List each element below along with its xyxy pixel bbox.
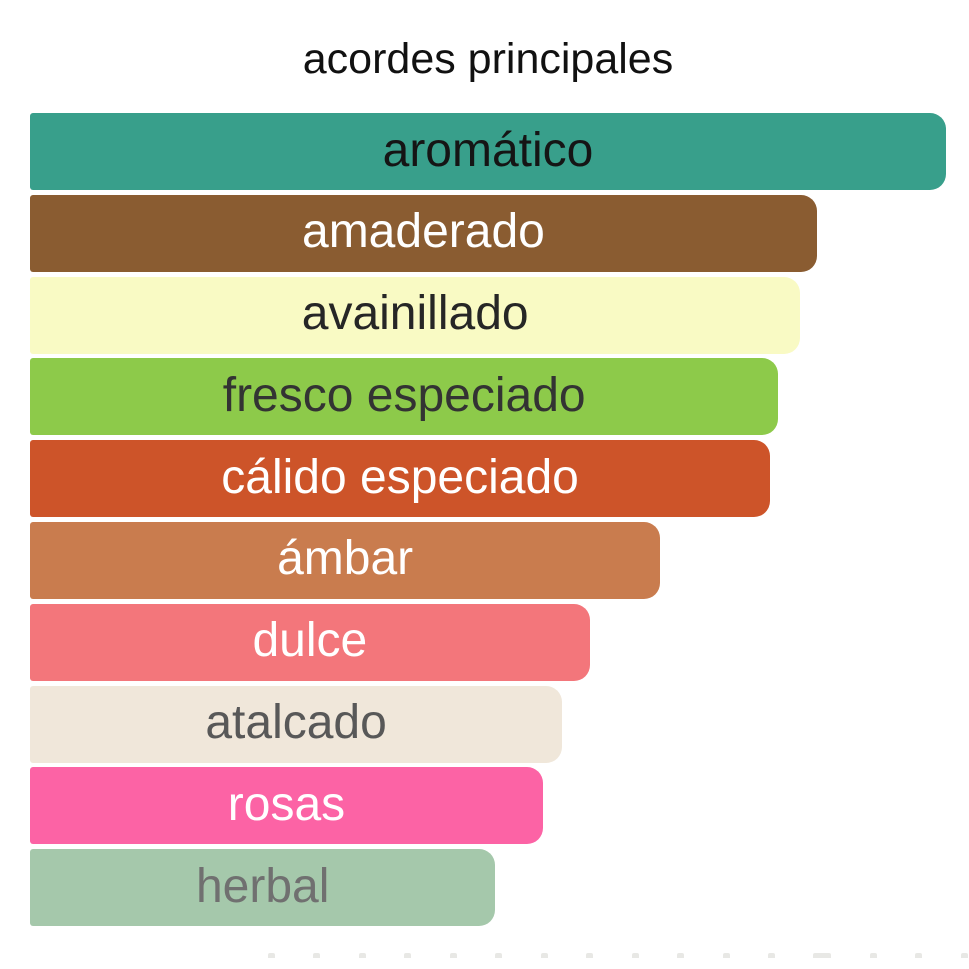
cropped-dot	[960, 953, 968, 958]
accord-label: atalcado	[205, 696, 387, 750]
chart-title: acordes principales	[302, 35, 674, 83]
accord-label: aromático	[382, 123, 594, 177]
accord-bar: ámbar	[30, 521, 661, 599]
accord-bar: cálido especiado	[30, 440, 771, 518]
cropped-dot	[268, 953, 275, 958]
cropped-dot	[631, 953, 639, 958]
accord-label: dulce	[252, 614, 368, 668]
accord-bar: aromático	[30, 113, 946, 190]
cropped-dot	[813, 953, 832, 958]
cropped-dot	[449, 953, 457, 958]
cropped-dot	[915, 953, 923, 958]
cropped-content-row	[268, 953, 968, 959]
accord-label: ámbar	[277, 532, 414, 586]
accord-bar: herbal	[30, 849, 496, 927]
cropped-dot	[722, 953, 730, 958]
accord-bar: amaderado	[30, 194, 817, 272]
cropped-dot	[677, 953, 685, 958]
accord-label: amaderado	[302, 205, 545, 259]
cropped-dot	[404, 953, 412, 958]
cropped-dot	[869, 953, 877, 958]
accord-bars-container: aromático amaderado avainillado fresco espe…	[30, 113, 946, 931]
accord-label: cálido especiado	[221, 450, 579, 504]
accord-label: fresco especiado	[222, 368, 586, 422]
cropped-dot	[313, 953, 321, 958]
accord-label: herbal	[195, 859, 330, 913]
accord-bar: dulce	[30, 603, 590, 681]
cropped-dot	[586, 953, 594, 958]
accord-bar: atalcado	[30, 685, 563, 763]
accord-bar: avainillado	[30, 276, 801, 354]
accord-bar: rosas	[30, 767, 543, 845]
cropped-dot	[358, 953, 366, 958]
accord-label: rosas	[227, 777, 346, 831]
accord-bar: fresco especiado	[30, 358, 779, 436]
cropped-dot	[540, 953, 548, 958]
accord-label: avainillado	[301, 287, 529, 341]
cropped-dot	[767, 953, 775, 958]
cropped-dot	[495, 953, 503, 958]
